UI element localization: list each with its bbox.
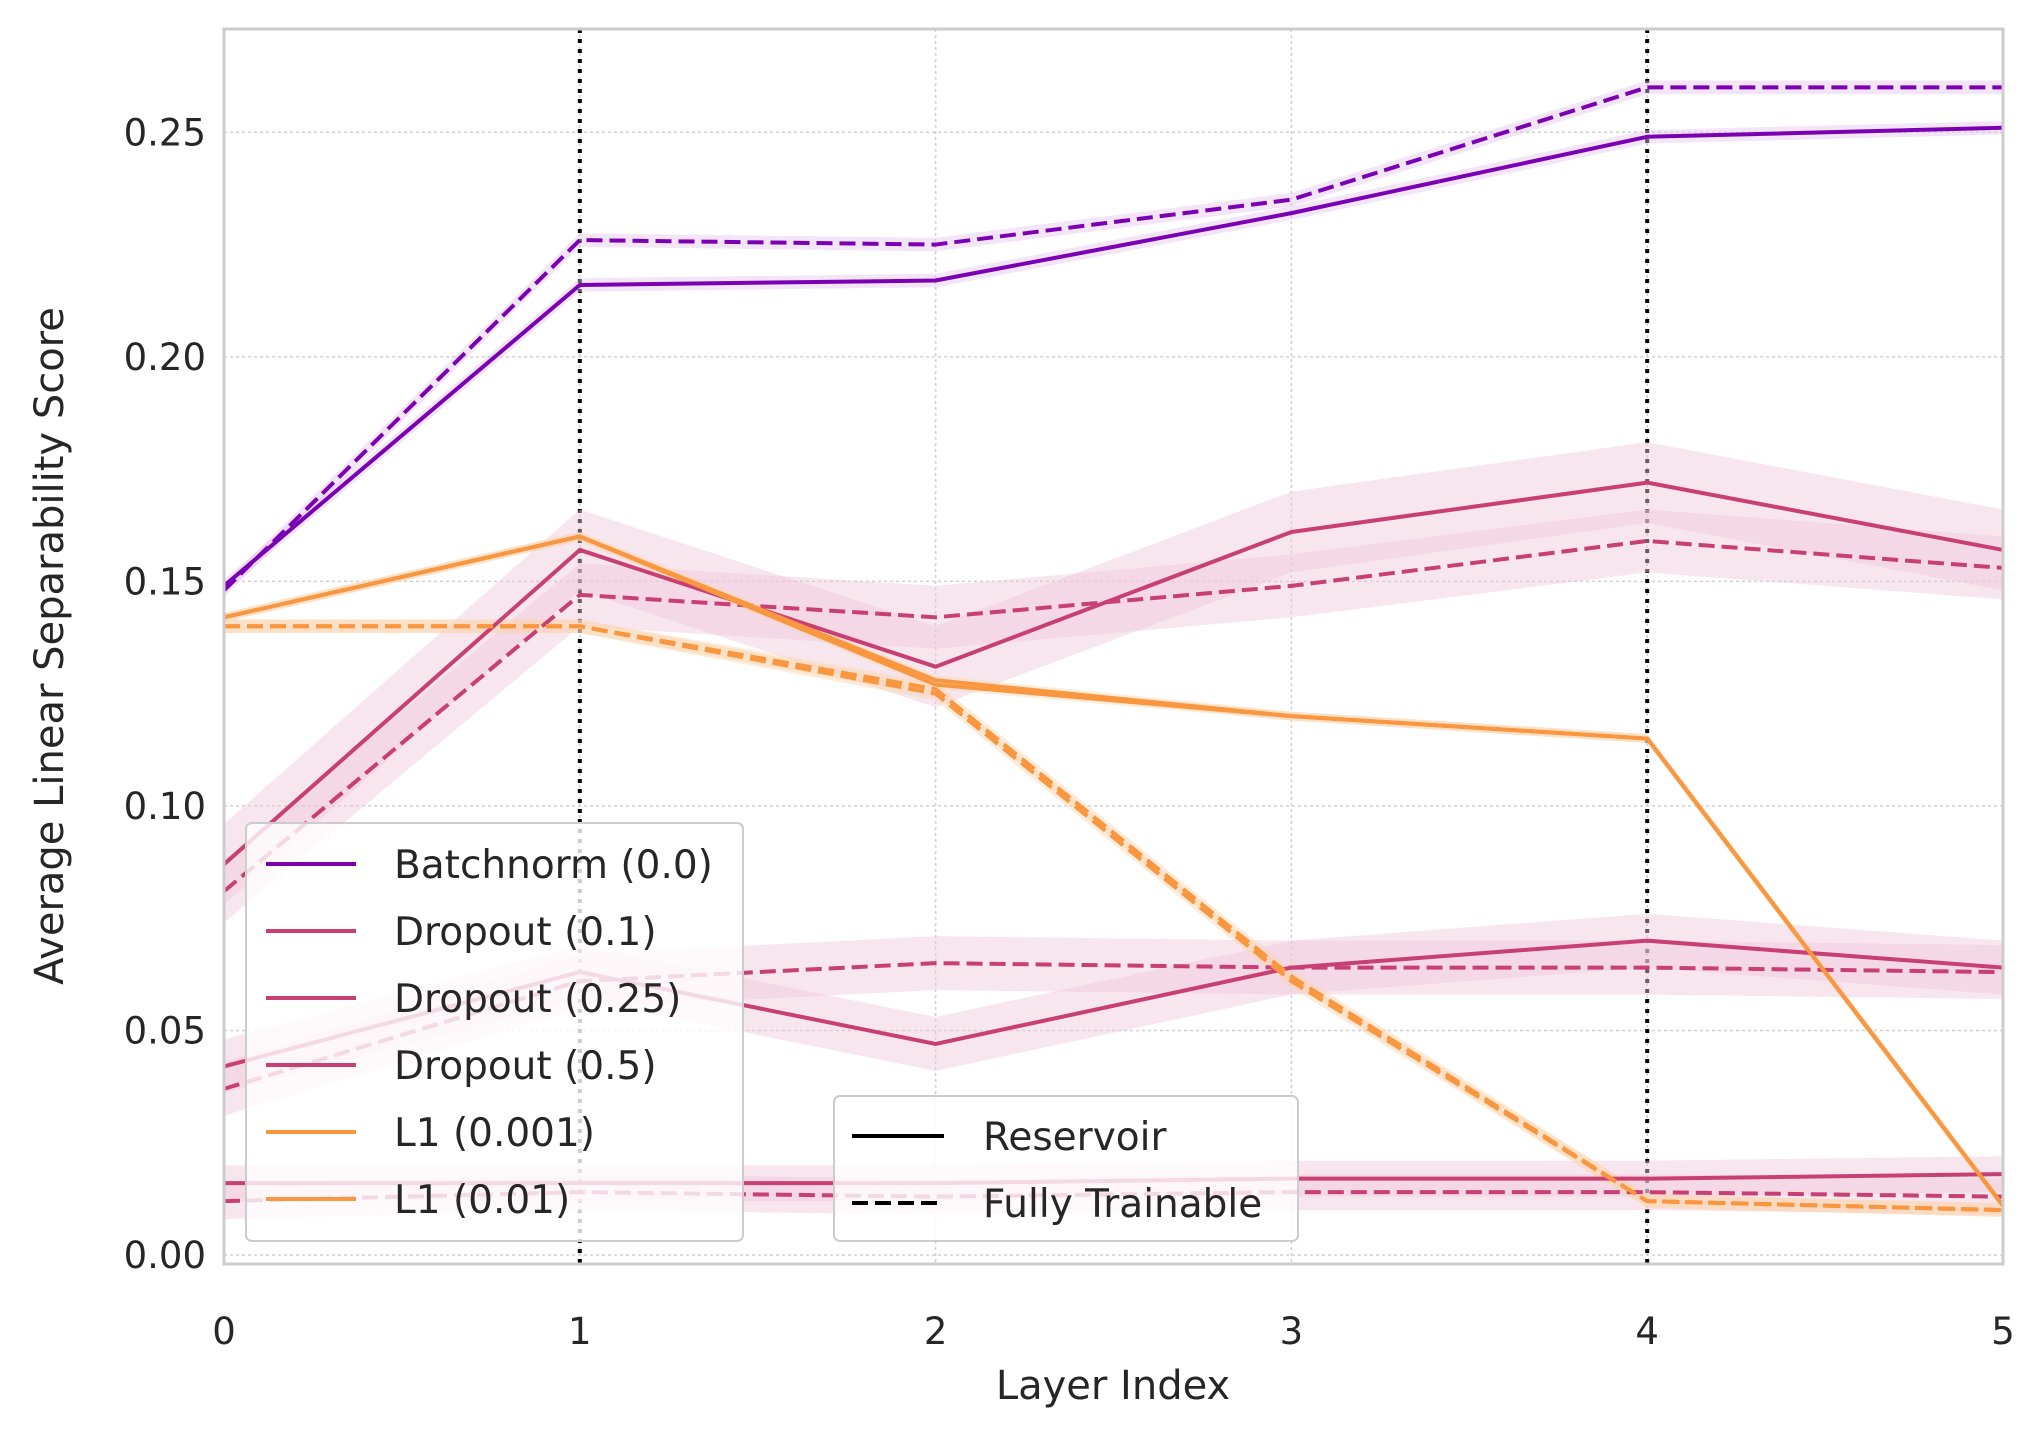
legend-series-label: Dropout (0.1) xyxy=(394,910,657,955)
error-band xyxy=(224,442,2003,905)
x-tick-label: 5 xyxy=(1991,1310,2015,1353)
y-tick-label: 0.10 xyxy=(124,785,206,828)
legend-style-box xyxy=(833,1095,1299,1242)
legend-style: Reservoir Fully Trainable xyxy=(833,1095,1299,1242)
legend-series-label: L1 (0.001) xyxy=(394,1111,595,1156)
series-line xyxy=(222,125,2004,588)
legend-series-label: L1 (0.01) xyxy=(394,1178,570,1223)
x-tick-labels: 0 1 2 3 4 5 xyxy=(212,1310,2015,1353)
legend-series-label: Batchnorm (0.0) xyxy=(394,843,713,888)
legend-series-box xyxy=(245,822,744,1242)
series-line xyxy=(222,85,2003,592)
y-tick-label: 0.25 xyxy=(124,111,206,154)
series-line xyxy=(222,538,2004,893)
error-band xyxy=(224,913,2003,1094)
error-band xyxy=(224,509,2003,923)
series-line xyxy=(224,624,2004,1213)
series-line xyxy=(222,480,2004,866)
plot-frame xyxy=(222,27,2005,1266)
x-tick-label: 3 xyxy=(1280,1310,1304,1353)
y-tick-label: 0.20 xyxy=(124,336,206,379)
legend-style-label: Fully Trainable xyxy=(983,1182,1262,1227)
x-tick-label: 0 xyxy=(212,1310,236,1353)
legend-series-label: Dropout (0.5) xyxy=(394,1044,657,1089)
legend-series-label: Dropout (0.25) xyxy=(394,977,681,1022)
y-tick-label: 0.00 xyxy=(124,1234,206,1277)
x-tick-label: 2 xyxy=(924,1310,948,1353)
y-tick-labels: 0.00 0.05 0.10 0.15 0.20 0.25 xyxy=(124,111,206,1277)
legend-style-label: Reservoir xyxy=(983,1115,1167,1160)
legend-series: Batchnorm (0.0) Dropout (0.1) Dropout (0.2… xyxy=(245,822,744,1242)
x-tick-label: 4 xyxy=(1635,1310,1659,1353)
y-tick-label: 0.05 xyxy=(124,1009,206,1052)
y-axis-label: Average Linear Separability Score xyxy=(27,307,73,985)
x-tick-label: 1 xyxy=(568,1310,592,1353)
y-tick-label: 0.15 xyxy=(124,560,206,603)
x-axis-label: Layer Index xyxy=(996,1363,1230,1409)
series-line xyxy=(224,624,2004,1213)
series-line xyxy=(223,534,2005,1207)
